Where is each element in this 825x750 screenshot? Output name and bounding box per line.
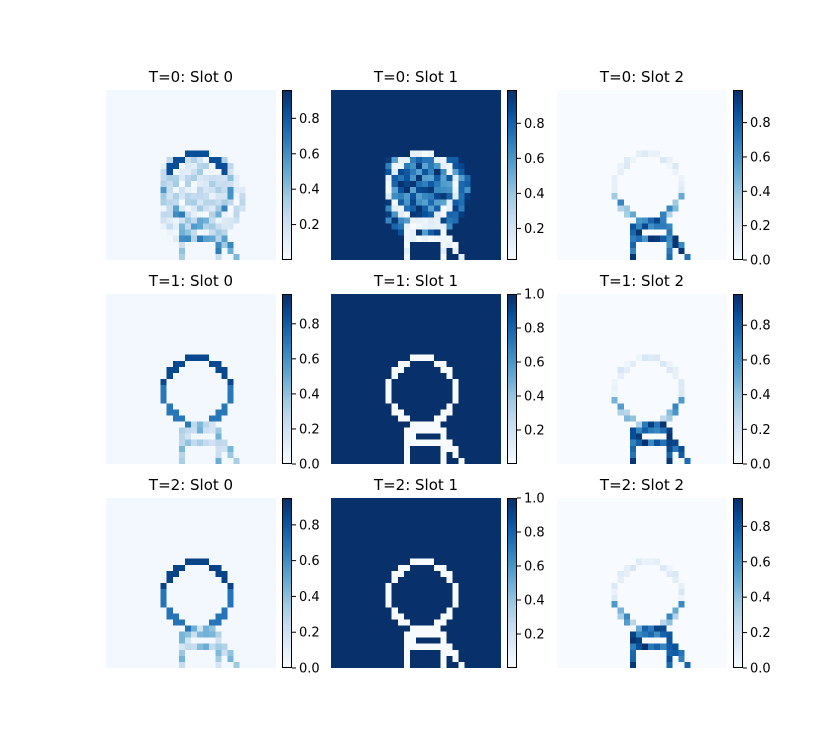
colorbar-tick-label: 0.8 <box>299 518 320 533</box>
colorbar-tick-label: 0.8 <box>299 112 320 127</box>
colorbar-tick-label: 0.2 <box>750 219 771 234</box>
colorbar-ticks: 0.0 0.2 0.4 0.6 0.8 <box>743 90 783 269</box>
heatmap-image <box>557 90 727 260</box>
colorbar-tick-label: 0.6 <box>750 555 771 570</box>
colorbar-tick-label: 0.2 <box>524 424 545 439</box>
colorbar <box>507 498 517 668</box>
panel-title: T=1: Slot 2 <box>599 272 685 290</box>
colorbar-tick-label: 0.0 <box>299 662 320 677</box>
colorbar-tick-label: 0.2 <box>750 626 771 641</box>
heatmap-image <box>106 294 276 464</box>
colorbar-tick-label: 1.0 <box>524 492 545 507</box>
colorbar <box>507 294 517 464</box>
colorbar-tick-label: 0.4 <box>299 387 320 402</box>
panel-title: T=1: Slot 0 <box>148 272 234 290</box>
colorbar-tick-label: 0.2 <box>524 222 545 237</box>
colorbar-tick-label: 0.4 <box>524 594 545 609</box>
colorbar-tick-label: 0.4 <box>750 591 771 606</box>
colorbar-ticks: 0.2 0.4 0.6 0.8 1.0 <box>517 288 557 464</box>
colorbar-tick-label: 0.4 <box>299 590 320 605</box>
colorbar-ticks: 0.2 0.4 0.6 0.8 <box>517 90 557 260</box>
colorbar-tick-label: 0.8 <box>750 520 771 535</box>
panel-title: T=1: Slot 1 <box>373 272 459 290</box>
colorbar <box>733 498 743 668</box>
colorbar-tick-label: 0.0 <box>750 662 771 677</box>
heatmap-image <box>106 90 276 260</box>
panel-title: T=2: Slot 1 <box>373 476 459 494</box>
heatmap-image <box>557 498 727 668</box>
heatmap-image <box>557 294 727 464</box>
heatmap-image <box>331 498 501 668</box>
colorbar-ticks: 0.0 0.2 0.4 0.6 0.8 <box>292 294 332 473</box>
colorbar-ticks: 0.2 0.4 0.6 0.8 1.0 <box>517 492 557 668</box>
colorbar-tick-label: 0.6 <box>524 152 545 167</box>
colorbar <box>282 90 292 260</box>
colorbar-tick-label: 0.6 <box>524 356 545 371</box>
colorbar-tick-label: 0.0 <box>299 458 320 473</box>
colorbar <box>733 294 743 464</box>
panel-title: T=2: Slot 0 <box>148 476 234 494</box>
colorbar-tick-label: 0.2 <box>299 422 320 437</box>
colorbar-tick-label: 0.8 <box>750 319 771 334</box>
heatmap-image <box>106 498 276 668</box>
colorbar-tick-label: 0.2 <box>750 423 771 438</box>
heatmap-image <box>331 90 501 260</box>
colorbar-tick-label: 0.8 <box>524 117 545 132</box>
panel-title: T=0: Slot 1 <box>373 68 459 86</box>
colorbar-tick-label: 0.0 <box>750 254 771 269</box>
colorbar <box>507 90 517 260</box>
colorbar-tick-label: 0.6 <box>750 150 771 165</box>
colorbar-tick-label: 0.6 <box>299 147 320 162</box>
colorbar-tick-label: 0.8 <box>524 322 545 337</box>
colorbar-tick-label: 0.4 <box>299 183 320 198</box>
colorbar-ticks: 0.0 0.2 0.4 0.6 0.8 <box>743 294 783 473</box>
colorbar-tick-label: 1.0 <box>524 288 545 303</box>
colorbar-tick-label: 0.6 <box>299 352 320 367</box>
colorbar-tick-label: 0.2 <box>299 218 320 233</box>
colorbar-tick-label: 0.8 <box>299 317 320 332</box>
colorbar-ticks: 0.0 0.2 0.4 0.6 0.8 <box>743 498 783 677</box>
colorbar-tick-label: 0.4 <box>524 187 545 202</box>
colorbar-tick-label: 0.6 <box>524 560 545 575</box>
panel-title: T=0: Slot 2 <box>599 68 685 86</box>
colorbar-tick-label: 0.4 <box>524 390 545 405</box>
colorbar-ticks: 0.0 0.2 0.4 0.6 0.8 <box>292 498 332 677</box>
colorbar-ticks: 0.2 0.4 0.6 0.8 <box>292 90 332 260</box>
colorbar-tick-label: 0.0 <box>750 458 771 473</box>
colorbar-tick-label: 0.4 <box>750 185 771 200</box>
colorbar-tick-label: 0.8 <box>750 116 771 131</box>
panel-title: T=0: Slot 0 <box>148 68 234 86</box>
colorbar-tick-label: 0.6 <box>299 554 320 569</box>
heatmap-image <box>331 294 501 464</box>
panel-title: T=2: Slot 2 <box>599 476 685 494</box>
colorbar-tick-label: 0.2 <box>299 626 320 641</box>
colorbar <box>733 90 743 260</box>
colorbar-tick-label: 0.6 <box>750 353 771 368</box>
colorbar <box>282 294 292 464</box>
colorbar-tick-label: 0.8 <box>524 526 545 541</box>
colorbar-tick-label: 0.4 <box>750 388 771 403</box>
colorbar <box>282 498 292 668</box>
colorbar-tick-label: 0.2 <box>524 628 545 643</box>
